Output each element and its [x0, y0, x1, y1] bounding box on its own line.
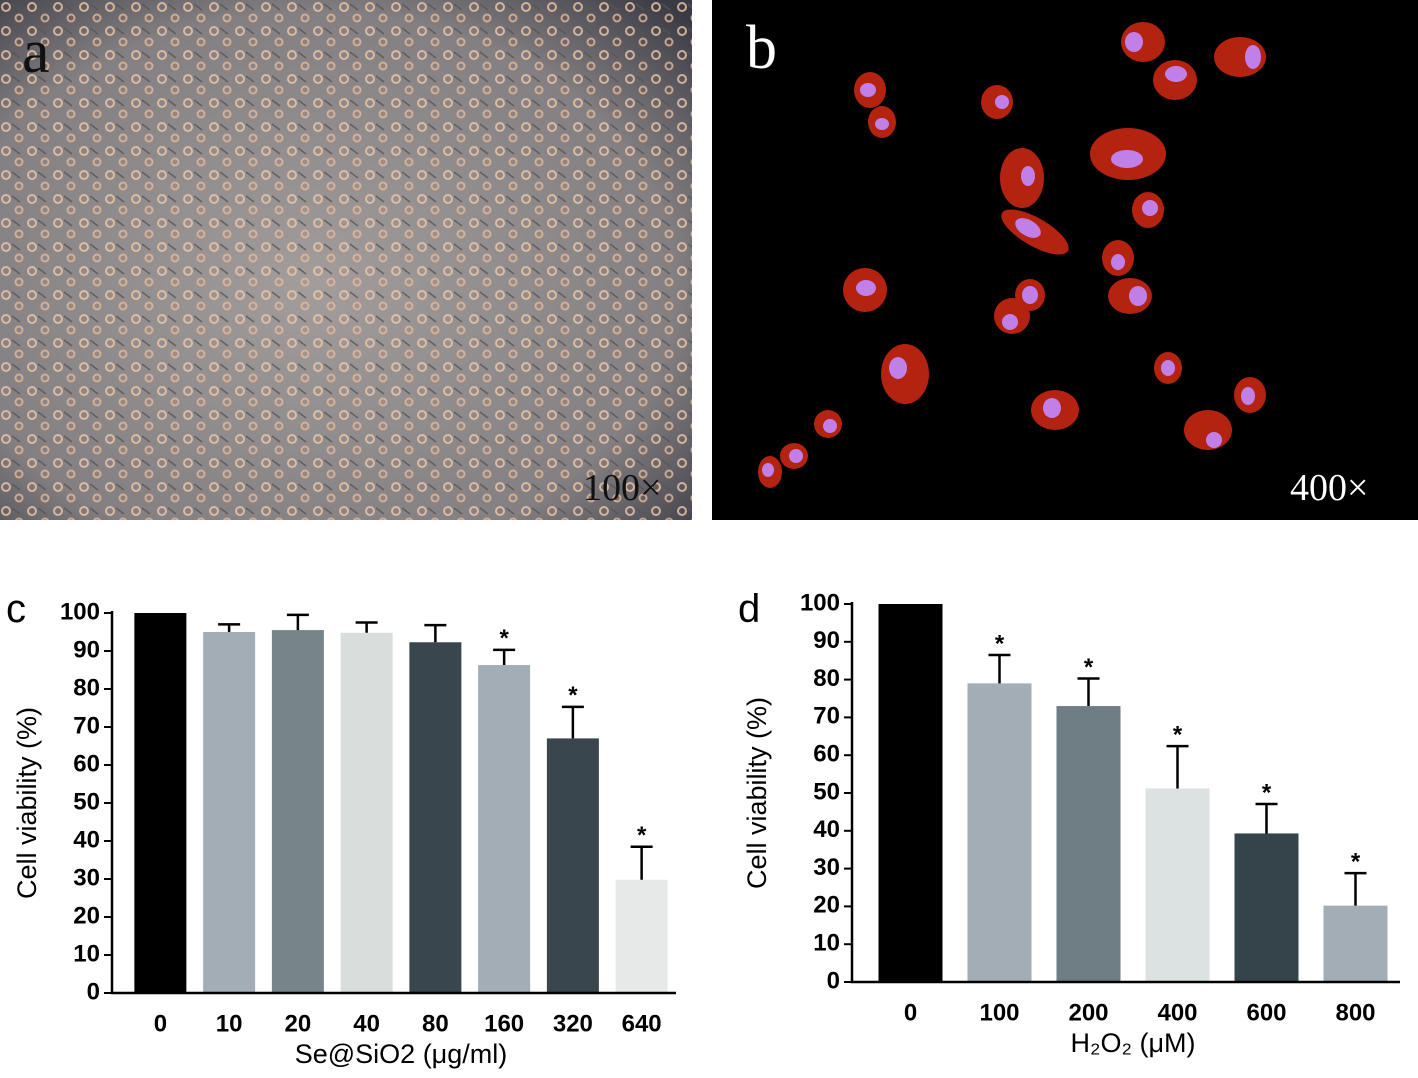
y-tick-label: 40 [73, 826, 100, 853]
x-tick-label: 40 [353, 1010, 380, 1037]
y-axis-label: Cell viability (%) [742, 697, 772, 889]
bar [1323, 905, 1388, 982]
error-bar [630, 845, 653, 880]
bar [546, 738, 599, 993]
y-tick-label: 30 [813, 854, 840, 881]
bar [134, 613, 187, 993]
panel-label: c [6, 587, 26, 631]
x-tick-label: 80 [422, 1010, 449, 1037]
significance-mark: * [637, 822, 647, 849]
image-label: b [746, 14, 777, 82]
bar [967, 683, 1032, 982]
x-tick-label: 160 [484, 1010, 524, 1037]
x-tick-label: 200 [1068, 999, 1108, 1026]
bar [203, 632, 256, 993]
bar [409, 642, 462, 993]
error-bar [1166, 744, 1189, 789]
significance-mark: * [499, 625, 509, 652]
error-bar [218, 623, 241, 632]
bar [1145, 788, 1210, 982]
y-tick-label: 70 [813, 703, 840, 730]
fluorescent-cells [758, 22, 1266, 488]
significance-mark: * [995, 630, 1005, 657]
error-bar [561, 705, 584, 739]
y-tick-label: 0 [87, 978, 100, 1005]
y-tick-label: 20 [73, 902, 100, 929]
y-tick-label: 30 [73, 864, 100, 891]
x-tick-label: 20 [285, 1010, 312, 1037]
magnification: 400× [1290, 467, 1368, 509]
bar [1234, 833, 1299, 982]
y-tick-label: 60 [813, 741, 840, 768]
bar [478, 665, 531, 993]
error-bar [424, 623, 447, 643]
y-tick-label: 20 [813, 892, 840, 919]
significance-mark: * [1262, 779, 1272, 806]
significance-mark: * [568, 682, 578, 709]
y-tick-label: 0 [827, 967, 840, 994]
x-tick-label: 800 [1335, 999, 1375, 1026]
y-axis-label: Cell viability (%) [12, 707, 42, 899]
x-tick-label: 320 [553, 1010, 593, 1037]
y-tick-label: 90 [813, 627, 840, 654]
error-bar [355, 621, 378, 633]
bar [271, 630, 324, 993]
y-tick-label: 90 [73, 636, 100, 663]
micrograph-b [712, 0, 1418, 520]
y-tick-label: 60 [73, 750, 100, 777]
x-tick-label: 10 [216, 1010, 243, 1037]
significance-mark: * [1084, 654, 1094, 681]
error-bar [988, 653, 1011, 684]
x-tick-label: 400 [1157, 999, 1197, 1026]
x-axis-label: Se@SiO2 (μg/ml) [295, 1039, 508, 1069]
y-tick-label: 40 [813, 816, 840, 843]
cell-texture [0, 0, 692, 520]
bar [878, 604, 943, 982]
error-bar [1077, 677, 1100, 707]
y-tick-label: 10 [813, 930, 840, 957]
y-tick-label: 100 [800, 589, 840, 616]
y-tick-label: 100 [60, 598, 100, 625]
y-tick-label: 80 [813, 665, 840, 692]
error-bar [1255, 802, 1278, 834]
y-tick-label: 50 [73, 788, 100, 815]
x-axis-label: H₂O₂ (μM) [1071, 1028, 1196, 1058]
error-bar [1344, 871, 1367, 906]
bar [1056, 706, 1121, 982]
y-tick-label: 10 [73, 940, 100, 967]
x-tick-label: 0 [154, 1010, 167, 1037]
bar [340, 632, 393, 993]
error-bar [286, 613, 309, 631]
magnification: 100× [583, 467, 661, 509]
axes [110, 611, 676, 995]
y-tick-label: 50 [813, 778, 840, 805]
bar [615, 879, 668, 993]
error-bar [493, 648, 516, 666]
x-tick-label: 100 [979, 999, 1019, 1026]
image-label: a [22, 18, 50, 86]
x-tick-label: 640 [622, 1010, 662, 1037]
y-tick-label: 80 [73, 674, 100, 701]
panel-label: d [738, 587, 760, 631]
significance-mark: * [1173, 721, 1183, 748]
axes [850, 602, 1400, 984]
x-tick-label: 600 [1246, 999, 1286, 1026]
y-tick-label: 70 [73, 712, 100, 739]
significance-mark: * [1351, 848, 1361, 875]
x-tick-label: 0 [904, 999, 917, 1026]
